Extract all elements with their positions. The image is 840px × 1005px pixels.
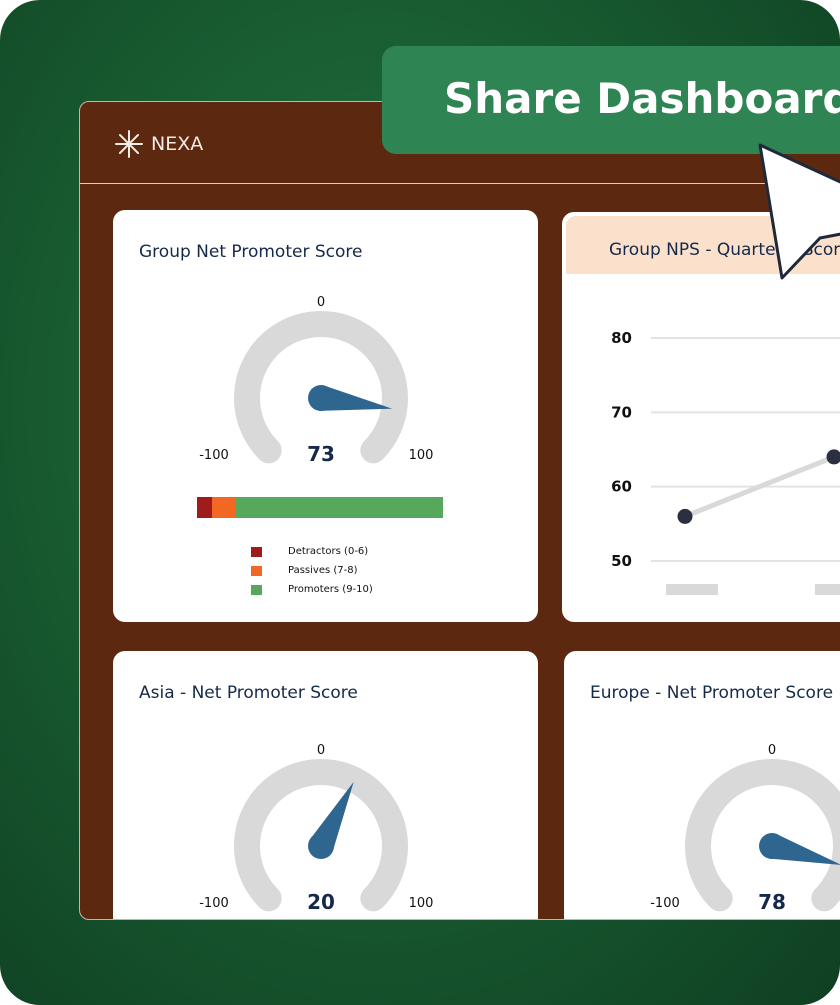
y-tick-label: 50: [611, 552, 632, 570]
gauge-mid-label: 0: [317, 295, 325, 310]
legend-label: Passives (7-8): [288, 565, 358, 576]
legend-item: Passives (7-8): [251, 565, 358, 576]
brand-name: NEXA: [151, 133, 204, 155]
gauge-needle-hub: [308, 385, 334, 411]
y-tick-label: 80: [611, 329, 632, 347]
asia-nps-card: Asia - Net Promoter Score 0 -100 100 20: [113, 651, 538, 919]
asterisk-star-icon: [115, 130, 143, 158]
share-dashboard-button[interactable]: Share Dashboard: [382, 46, 840, 154]
dashboard-panel: NEXA Group Net Promoter Score 0 -100 100 73…: [79, 101, 840, 920]
gauge-needle: [319, 385, 393, 411]
gauge-value: 78: [758, 890, 786, 914]
legend-label: Promoters (9-10): [288, 584, 373, 595]
gauge-mid-label: 0: [768, 743, 776, 758]
nps-breakdown-bar: [197, 497, 443, 518]
gauge-min-label: -100: [650, 896, 680, 911]
gauge-value: 73: [307, 442, 335, 466]
gauge-needle-hub: [759, 833, 785, 859]
gauge-max-label: 100: [409, 896, 434, 911]
legend-swatch: [251, 565, 262, 576]
quarterly-line-chart: 80 70 60 50: [611, 329, 840, 595]
gauge-track: [234, 311, 408, 464]
group-nps-card: Group Net Promoter Score 0 -100 100 73 Detr…: [113, 210, 538, 622]
header-divider: [80, 183, 840, 184]
card-title: Europe - Net Promoter Score: [590, 683, 834, 703]
europe-nps-card: Europe - Net Promoter Score 0-10010078: [564, 651, 840, 919]
gauge-max-label: 100: [409, 448, 434, 463]
y-tick-label: 60: [611, 478, 632, 496]
brand-logo[interactable]: NEXA: [115, 130, 203, 158]
legend-label: Detractors (0-6): [288, 546, 369, 557]
legend-item: Promoters (9-10): [251, 584, 373, 595]
gauge-track: [234, 759, 408, 912]
quarterly-nps-card: Group NPS - Quarterly Score 80 70 60 50: [562, 212, 840, 622]
gauge-needle: [768, 833, 840, 865]
gauge-mid-label: 0: [317, 743, 325, 758]
legend-swatch: [251, 546, 262, 557]
card-title: Group Net Promoter Score: [139, 242, 363, 262]
bar-segment-promoters: [236, 497, 443, 518]
series-line: [684, 454, 835, 519]
x-tick-label-placeholder: [815, 584, 840, 595]
data-point: [677, 508, 693, 524]
nps-gauge: 0-10010078: [650, 743, 840, 914]
bar-segment-detractors: [197, 497, 212, 518]
gauge-needle-hub: [308, 833, 334, 859]
gauge-min-label: -100: [199, 896, 229, 911]
legend-swatch: [251, 584, 262, 595]
x-tick-label-placeholder: [666, 584, 718, 595]
gauge-value: 20: [307, 890, 335, 914]
bar-segment-passives: [211, 497, 237, 518]
nps-gauge: 0 -100 100 20: [199, 743, 434, 914]
gauge-track: [685, 759, 840, 912]
legend-item: Detractors (0-6): [251, 546, 368, 557]
data-point: [826, 449, 840, 465]
gauge-min-label: -100: [199, 448, 229, 463]
share-dashboard-label: Share Dashboard: [444, 74, 840, 123]
card-title: Asia - Net Promoter Score: [139, 683, 358, 703]
y-tick-label: 70: [611, 403, 632, 421]
nps-gauge: 0 -100 100 73: [199, 295, 434, 466]
